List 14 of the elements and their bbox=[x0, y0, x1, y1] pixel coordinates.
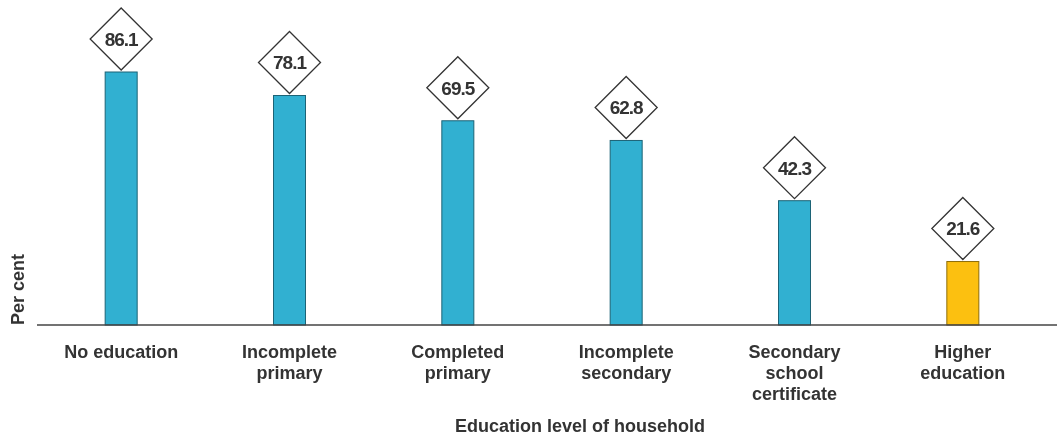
data-label: 78.1 bbox=[273, 52, 308, 74]
x-tick-label: No education bbox=[64, 342, 179, 362]
x-axis-title: Education level of household bbox=[454, 416, 706, 436]
x-tick-label: Secondary school certificate bbox=[748, 342, 841, 404]
data-label: 86.1 bbox=[104, 28, 140, 50]
data-label: 69.5 bbox=[441, 77, 476, 99]
data-label: 42.3 bbox=[778, 157, 812, 179]
data-label: 62.8 bbox=[609, 97, 644, 119]
x-tick-label: Completed primary bbox=[411, 342, 505, 383]
y-axis-title: Per cent bbox=[8, 253, 28, 325]
x-tick-label: Incomplete primary bbox=[241, 342, 338, 383]
x-tick-label: Incomplete secondary bbox=[578, 342, 674, 383]
data-label: 21.6 bbox=[946, 218, 980, 240]
x-tick-label: Higher education bbox=[920, 342, 1006, 383]
